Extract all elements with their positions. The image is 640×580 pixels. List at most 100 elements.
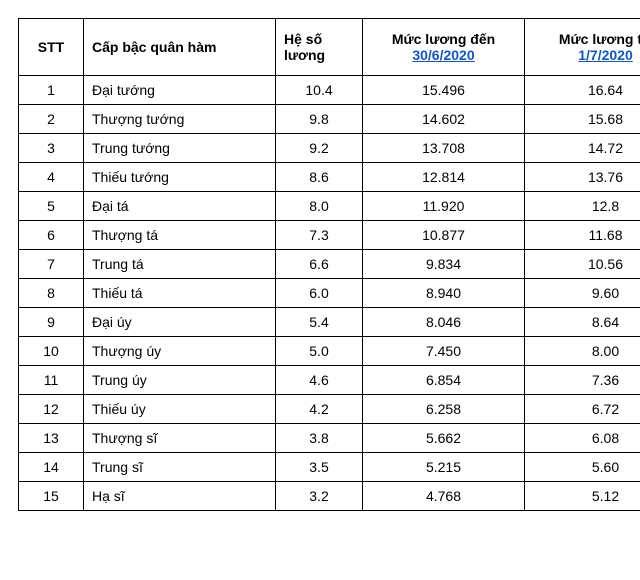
cell-rank: Trung úy [84, 366, 276, 395]
table-row: 1Đại tướng10.415.49616.64 [19, 76, 640, 105]
table-row: 12Thiếu úy4.26.2586.72 [19, 395, 640, 424]
cell-rank: Thượng tá [84, 221, 276, 250]
cell-salary-from: 7.36 [525, 366, 640, 395]
cell-stt: 10 [19, 337, 84, 366]
salary-from-prefix: Mức lương từ [559, 31, 640, 47]
cell-salary-until: 4.768 [363, 482, 525, 511]
col-header-salary-until: Mức lương đến 30/6/2020 [363, 19, 525, 76]
cell-coef: 3.8 [276, 424, 363, 453]
cell-stt: 14 [19, 453, 84, 482]
cell-rank: Thượng úy [84, 337, 276, 366]
cell-stt: 7 [19, 250, 84, 279]
table-row: 15Hạ sĩ3.24.7685.12 [19, 482, 640, 511]
cell-salary-until: 12.814 [363, 163, 525, 192]
cell-stt: 6 [19, 221, 84, 250]
cell-coef: 4.6 [276, 366, 363, 395]
cell-salary-until: 7.450 [363, 337, 525, 366]
cell-rank: Thiếu tướng [84, 163, 276, 192]
cell-stt: 15 [19, 482, 84, 511]
table-row: 13Thượng sĩ3.85.6626.08 [19, 424, 640, 453]
cell-stt: 8 [19, 279, 84, 308]
cell-stt: 4 [19, 163, 84, 192]
cell-rank: Đại tướng [84, 76, 276, 105]
cell-coef: 4.2 [276, 395, 363, 424]
cell-stt: 11 [19, 366, 84, 395]
table-row: 11Trung úy4.66.8547.36 [19, 366, 640, 395]
cell-rank: Trung tướng [84, 134, 276, 163]
cell-stt: 3 [19, 134, 84, 163]
cell-rank: Thượng sĩ [84, 424, 276, 453]
cell-salary-from: 6.72 [525, 395, 640, 424]
cell-salary-until: 14.602 [363, 105, 525, 134]
col-header-coef: Hệ số lương [276, 19, 363, 76]
cell-coef: 3.2 [276, 482, 363, 511]
cell-coef: 5.0 [276, 337, 363, 366]
cell-salary-from: 12.8 [525, 192, 640, 221]
table-row: 2Thượng tướng9.814.60215.68 [19, 105, 640, 134]
cell-coef: 8.0 [276, 192, 363, 221]
cell-stt: 2 [19, 105, 84, 134]
table-row: 8Thiếu tá6.08.9409.60 [19, 279, 640, 308]
table-row: 7Trung tá6.69.83410.56 [19, 250, 640, 279]
table-row: 6Thượng tá7.310.87711.68 [19, 221, 640, 250]
cell-salary-until: 5.215 [363, 453, 525, 482]
cell-salary-until: 11.920 [363, 192, 525, 221]
cell-coef: 10.4 [276, 76, 363, 105]
cell-stt: 9 [19, 308, 84, 337]
cell-coef: 8.6 [276, 163, 363, 192]
col-header-salary-from: Mức lương từ 1/7/2020 [525, 19, 640, 76]
cell-coef: 9.2 [276, 134, 363, 163]
table-row: 10Thượng úy5.07.4508.00 [19, 337, 640, 366]
cell-salary-until: 13.708 [363, 134, 525, 163]
cell-rank: Thiếu úy [84, 395, 276, 424]
cell-salary-until: 8.046 [363, 308, 525, 337]
table-row: 4Thiếu tướng8.612.81413.76 [19, 163, 640, 192]
table-header-row: STT Cấp bậc quân hàm Hệ số lương Mức lươ… [19, 19, 640, 76]
cell-salary-from: 13.76 [525, 163, 640, 192]
cell-salary-from: 5.12 [525, 482, 640, 511]
cell-salary-until: 6.854 [363, 366, 525, 395]
date-link-1-7-2020[interactable]: 1/7/2020 [578, 47, 633, 63]
cell-salary-until: 8.940 [363, 279, 525, 308]
cell-rank: Hạ sĩ [84, 482, 276, 511]
cell-salary-from: 16.64 [525, 76, 640, 105]
cell-salary-from: 9.60 [525, 279, 640, 308]
table-row: 3Trung tướng9.213.70814.72 [19, 134, 640, 163]
cell-rank: Đại tá [84, 192, 276, 221]
cell-stt: 12 [19, 395, 84, 424]
cell-salary-from: 6.08 [525, 424, 640, 453]
cell-rank: Trung tá [84, 250, 276, 279]
cell-stt: 5 [19, 192, 84, 221]
cell-stt: 13 [19, 424, 84, 453]
date-link-30-6-2020[interactable]: 30/6/2020 [412, 47, 474, 63]
cell-salary-until: 15.496 [363, 76, 525, 105]
col-header-stt: STT [19, 19, 84, 76]
cell-salary-until: 6.258 [363, 395, 525, 424]
cell-salary-from: 8.00 [525, 337, 640, 366]
cell-coef: 6.0 [276, 279, 363, 308]
cell-salary-from: 14.72 [525, 134, 640, 163]
cell-coef: 9.8 [276, 105, 363, 134]
col-header-rank: Cấp bậc quân hàm [84, 19, 276, 76]
cell-rank: Trung sĩ [84, 453, 276, 482]
cell-salary-until: 5.662 [363, 424, 525, 453]
cell-salary-until: 10.877 [363, 221, 525, 250]
cell-coef: 3.5 [276, 453, 363, 482]
table-row: 9Đại úy5.48.0468.64 [19, 308, 640, 337]
cell-salary-until: 9.834 [363, 250, 525, 279]
cell-coef: 7.3 [276, 221, 363, 250]
cell-salary-from: 5.60 [525, 453, 640, 482]
table-row: 5Đại tá8.011.92012.8 [19, 192, 640, 221]
cell-coef: 6.6 [276, 250, 363, 279]
salary-table: STT Cấp bậc quân hàm Hệ số lương Mức lươ… [18, 18, 640, 511]
cell-salary-from: 10.56 [525, 250, 640, 279]
cell-stt: 1 [19, 76, 84, 105]
table-row: 14Trung sĩ3.55.2155.60 [19, 453, 640, 482]
cell-rank: Thượng tướng [84, 105, 276, 134]
cell-salary-from: 8.64 [525, 308, 640, 337]
salary-until-prefix: Mức lương đến [392, 31, 495, 47]
cell-rank: Đại úy [84, 308, 276, 337]
cell-rank: Thiếu tá [84, 279, 276, 308]
cell-salary-from: 11.68 [525, 221, 640, 250]
cell-coef: 5.4 [276, 308, 363, 337]
